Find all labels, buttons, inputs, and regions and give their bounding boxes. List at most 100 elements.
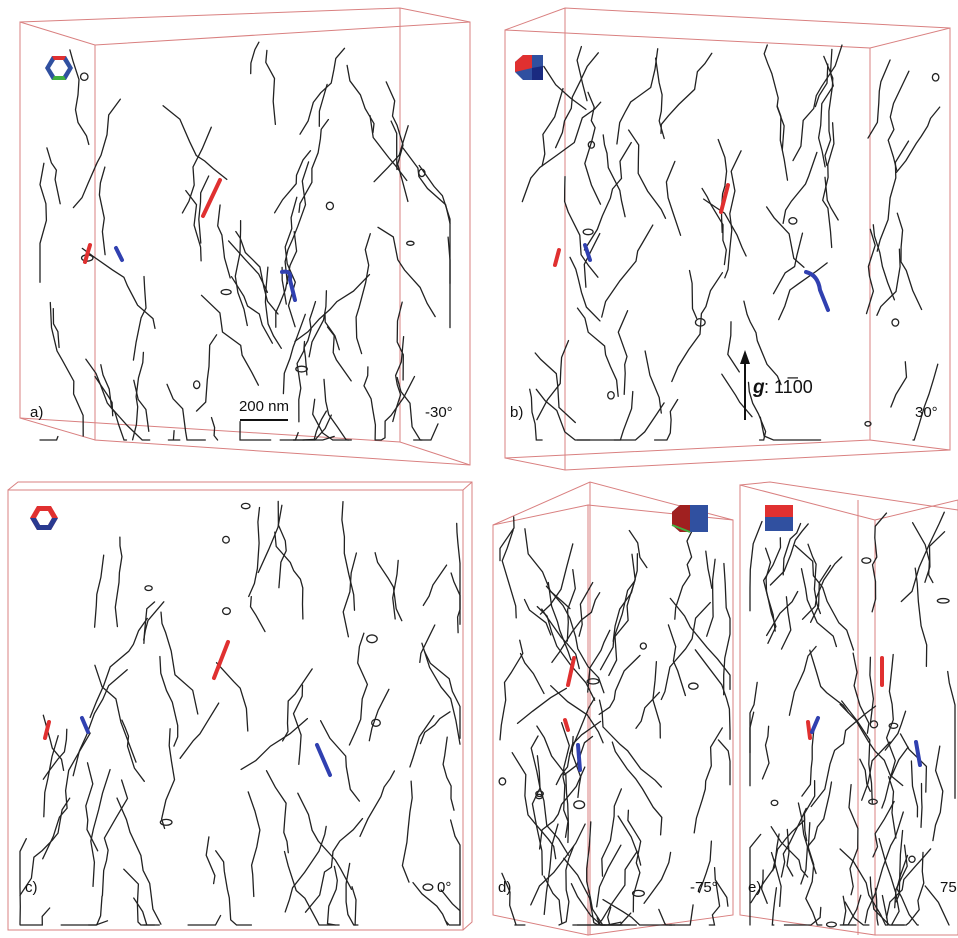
dislocation [374,126,408,182]
dislocation [694,728,722,833]
dislocation [921,784,922,828]
dislocation [767,207,804,267]
dislocation [888,71,909,170]
dislocation [901,734,927,792]
dislocation [645,351,661,413]
dislocation [47,148,60,204]
dislocation [629,130,666,218]
panel-d-box [493,482,733,935]
dislocation [578,308,619,396]
dislocation [728,322,740,372]
dislocation [891,362,907,407]
dislocation [124,869,155,925]
dislocation-loop [574,801,585,809]
dislocation-loop [221,290,231,295]
dislocation [617,49,658,144]
panel-angle: -75° [690,879,718,896]
dislocation [43,733,90,859]
dislocation [659,909,675,925]
dislocation [325,313,339,349]
dislocation [744,301,781,385]
dislocation [661,53,712,133]
dislocation [162,729,175,829]
dislocation-loop [937,599,949,603]
orientation-icon-d [672,505,708,532]
dislocation [690,271,697,319]
dislocation-loop [372,719,381,726]
dislocation [537,726,569,842]
dislocation [324,379,349,440]
dislocation [536,389,590,440]
dislocation [321,721,360,801]
dislocation [40,163,46,282]
dislocation [655,400,678,441]
dislocation [197,335,217,411]
dislocation [722,374,752,417]
orientation-icon-a [45,56,73,80]
dislocation [86,359,127,440]
dislocation [212,418,218,440]
dislocation [403,148,450,223]
dislocation-loop [869,799,878,804]
dislocation [750,682,757,785]
dislocation-loop [932,74,938,81]
dislocation [577,392,633,441]
dislocation [364,367,375,440]
dislocation [599,655,640,714]
dislocation [163,106,227,180]
dislocation [618,311,627,395]
dislocation [349,633,367,745]
dislocation [216,851,252,925]
dislocation-loop [423,884,433,890]
dislocation [251,42,259,73]
dislocation [559,846,574,925]
dislocation [99,167,105,255]
orientation-icon-c [30,506,58,530]
dislocation [793,45,842,161]
dislocation [868,60,890,138]
dislocation [889,777,896,838]
dislocation [251,597,266,632]
panel-angle: 75 [940,879,957,896]
dislocation [577,47,587,101]
dislocation [763,726,770,779]
dislocation [168,431,180,440]
dislocation [706,551,712,588]
dislocation [328,327,352,381]
dislocation [724,564,730,695]
dislocation [217,663,248,731]
dislocation [360,771,394,837]
dislocation [584,234,600,288]
dislocation-loop [909,856,915,862]
dislocation [297,342,304,422]
dislocation [842,701,873,803]
dislocation-loop [194,381,200,389]
dislocation [873,802,894,857]
panel-angle: 30° [915,404,938,421]
dislocation [653,662,660,738]
dislocation [811,706,875,806]
panel-angle: -30° [425,404,453,421]
dislocation [500,640,523,740]
g-index: : 11̅00 [764,377,813,397]
dislocation [872,513,886,612]
dislocation [188,916,221,926]
dislocation [102,780,127,896]
dislocation [235,221,247,326]
orientation-icon-b [515,55,543,80]
dislocation-loop [640,643,646,649]
dislocation [718,740,730,785]
dislocation [882,747,908,808]
dislocation [521,654,545,694]
dislocation [873,225,894,300]
dislocation [376,377,415,441]
dislocation [182,127,211,213]
dislocation [298,793,352,889]
dislocation [823,123,834,248]
dislocation [772,888,776,925]
panel-label: b) [510,404,523,421]
dislocation [50,303,83,437]
dislocation-loop [223,608,231,615]
dislocation [229,241,268,292]
dislocation [70,50,89,144]
